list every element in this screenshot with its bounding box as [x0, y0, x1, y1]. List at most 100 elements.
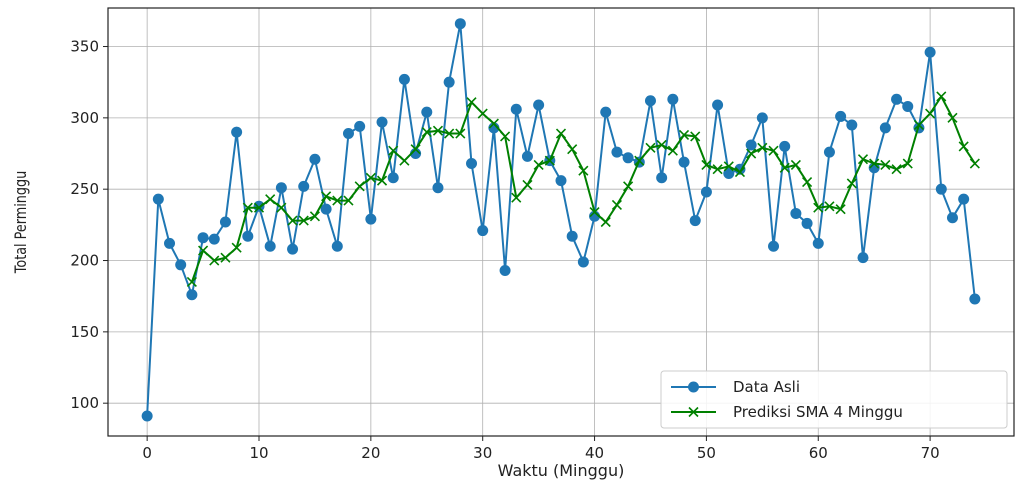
data-point [824, 201, 835, 212]
x-tick-label: 10 [249, 444, 268, 462]
data-point [198, 245, 209, 256]
data-point [947, 112, 958, 123]
data-point [634, 155, 645, 166]
data-point [186, 289, 198, 301]
data-point [645, 142, 656, 153]
data-point [421, 127, 432, 138]
data-point [208, 233, 220, 245]
grid-lines [108, 8, 1014, 436]
data-point [320, 203, 332, 215]
y-tick-label: 250 [70, 180, 99, 198]
data-point [141, 410, 153, 422]
data-point [466, 158, 478, 170]
data-point [623, 181, 634, 192]
data-point [533, 99, 545, 111]
x-tick-label: 70 [921, 444, 940, 462]
data-point [835, 204, 846, 215]
data-point [522, 179, 533, 190]
data-point [365, 172, 376, 183]
y-tick-label: 100 [70, 394, 99, 412]
data-point [387, 172, 399, 184]
data-point [510, 103, 522, 115]
data-point [152, 193, 164, 205]
y-tick-label: 350 [70, 38, 99, 56]
data-point [891, 164, 902, 175]
data-point [566, 230, 578, 242]
data-point [209, 255, 220, 266]
data-point [343, 195, 354, 206]
data-point [342, 128, 354, 140]
data-point [622, 152, 634, 164]
data-point [365, 213, 377, 225]
data-point [231, 242, 242, 253]
data-point [298, 180, 310, 192]
y-tick-label: 150 [70, 323, 99, 341]
data-point [399, 155, 410, 166]
data-point [879, 122, 891, 134]
data-point [544, 155, 555, 166]
data-point [700, 186, 712, 198]
data-point [376, 175, 388, 186]
data-point [398, 73, 410, 85]
data-point [265, 194, 276, 205]
data-point [600, 216, 611, 228]
legend: Data Asli Prediksi SMA 4 Minggu [660, 370, 1008, 429]
data-point [455, 128, 466, 139]
data-point [219, 216, 231, 228]
data-point [264, 240, 276, 252]
data-point [331, 240, 343, 252]
x-axis-label: Waktu (Minggu) [498, 461, 625, 480]
data-point [846, 178, 857, 189]
data-point [309, 153, 321, 165]
data-point [533, 159, 544, 170]
data-point [410, 144, 421, 155]
data-point [298, 215, 309, 226]
data-point [276, 202, 287, 213]
data-point [869, 158, 880, 169]
data-point [466, 97, 477, 108]
data-point [690, 131, 701, 142]
data-point [611, 146, 623, 158]
data-point [488, 122, 500, 134]
legend-item: Data Asli [671, 378, 800, 396]
data-point [779, 140, 791, 152]
data-point [477, 108, 488, 119]
data-point [197, 232, 209, 244]
data-point [757, 142, 768, 153]
data-point [924, 46, 936, 58]
data-point [432, 182, 444, 194]
data-point [812, 237, 824, 249]
data-point [958, 193, 970, 205]
data-point [823, 146, 835, 158]
data-point [644, 95, 656, 107]
data-point [935, 183, 947, 195]
data-point [925, 108, 936, 119]
data-point [164, 237, 176, 249]
data-point [287, 215, 298, 226]
data-point [220, 252, 231, 263]
data-point [656, 139, 667, 151]
data-point [231, 126, 243, 138]
legend-swatch-marker [688, 406, 699, 418]
series-line [146, 22, 976, 417]
data-point [242, 202, 253, 213]
legend-label: Prediksi SMA 4 Minggu [733, 403, 903, 421]
data-point [578, 165, 589, 176]
data-point [723, 167, 735, 179]
data-point [946, 212, 958, 224]
data-point [813, 202, 824, 213]
data-point [253, 202, 265, 213]
x-tick-label: 50 [697, 444, 716, 462]
data-point [723, 161, 734, 172]
data-point [354, 120, 366, 132]
data-point [332, 195, 343, 206]
x-tick-label: 30 [473, 444, 492, 462]
data-point [746, 148, 757, 159]
data-point [790, 207, 802, 219]
data-point [444, 128, 455, 139]
data-point [555, 175, 567, 187]
x-tick-label: 60 [809, 444, 828, 462]
data-point [835, 110, 847, 122]
data-point [678, 129, 690, 141]
